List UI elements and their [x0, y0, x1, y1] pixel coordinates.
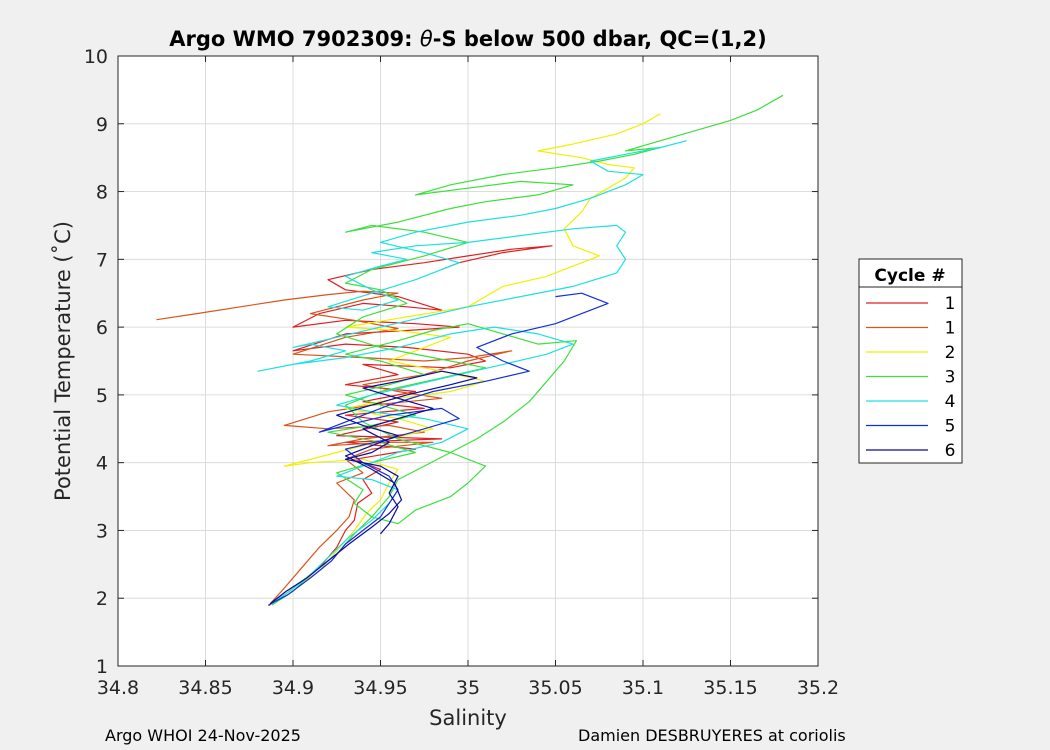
- x-tick-label: 34.85: [178, 677, 232, 699]
- legend-label: 4: [945, 392, 956, 412]
- x-tick-label: 35.1: [622, 677, 664, 699]
- y-tick-label: 10: [84, 46, 108, 68]
- y-tick-label: 8: [96, 182, 108, 204]
- legend-entries: 1 1 2 3 4 5 6: [866, 294, 955, 461]
- legend-title: Cycle #: [874, 266, 945, 286]
- chart-title: Argo WMO 7902309: θ-S below 500 dbar, QC…: [169, 27, 766, 51]
- x-tick-label: 34.95: [353, 677, 407, 699]
- y-tick-label: 7: [96, 249, 108, 271]
- footer-right: Damien DESBRUYERES at coriolis: [578, 726, 846, 745]
- x-tick-label: 34.9: [272, 677, 314, 699]
- legend-label: 1: [945, 294, 956, 314]
- y-tick-label: 2: [96, 588, 108, 610]
- legend-label: 6: [945, 441, 956, 461]
- footer-left: Argo WHOI 24-Nov-2025: [105, 726, 301, 745]
- legend-label: 5: [945, 417, 956, 437]
- x-axis-label: Salinity: [429, 706, 507, 730]
- x-tick-label: 35: [456, 677, 480, 699]
- y-tick-label: 4: [96, 453, 108, 475]
- series-line-cycle-3-3: [271, 94, 784, 606]
- legend-label: 3: [945, 368, 956, 388]
- y-axis-label: Potential Temperature (˚C): [51, 221, 75, 501]
- y-tick-label: 6: [96, 317, 108, 339]
- series-line-cycle-1-1: [156, 290, 513, 605]
- legend-box: [858, 258, 963, 464]
- y-tick-label: 3: [96, 520, 108, 542]
- series-line-cycle-5-5: [268, 292, 609, 606]
- x-tick-label: 35.15: [703, 677, 757, 699]
- series-line-cycle-6-6: [269, 370, 478, 605]
- x-tick-label: 35.05: [528, 677, 582, 699]
- x-tick-label: 34.8: [97, 677, 139, 699]
- x-tick-label: 35.2: [797, 677, 839, 699]
- legend: Cycle # 1 1 2 3 4 5 6: [858, 258, 963, 464]
- axis-ticks: 34.8 34.85 34.9 34.95 35 35.05 35.1 35.15 35.212…: [84, 46, 839, 699]
- y-tick-label: 5: [96, 385, 108, 407]
- data-series: [156, 94, 784, 607]
- series-line-cycle-1-0: [268, 245, 553, 607]
- legend-label: 2: [945, 343, 956, 363]
- legend-label: 1: [945, 319, 956, 339]
- y-tick-label: 9: [96, 114, 108, 136]
- plot-frame: [117, 55, 819, 667]
- series-line-cycle-4-4: [257, 140, 687, 605]
- y-tick-label: 1: [96, 656, 108, 678]
